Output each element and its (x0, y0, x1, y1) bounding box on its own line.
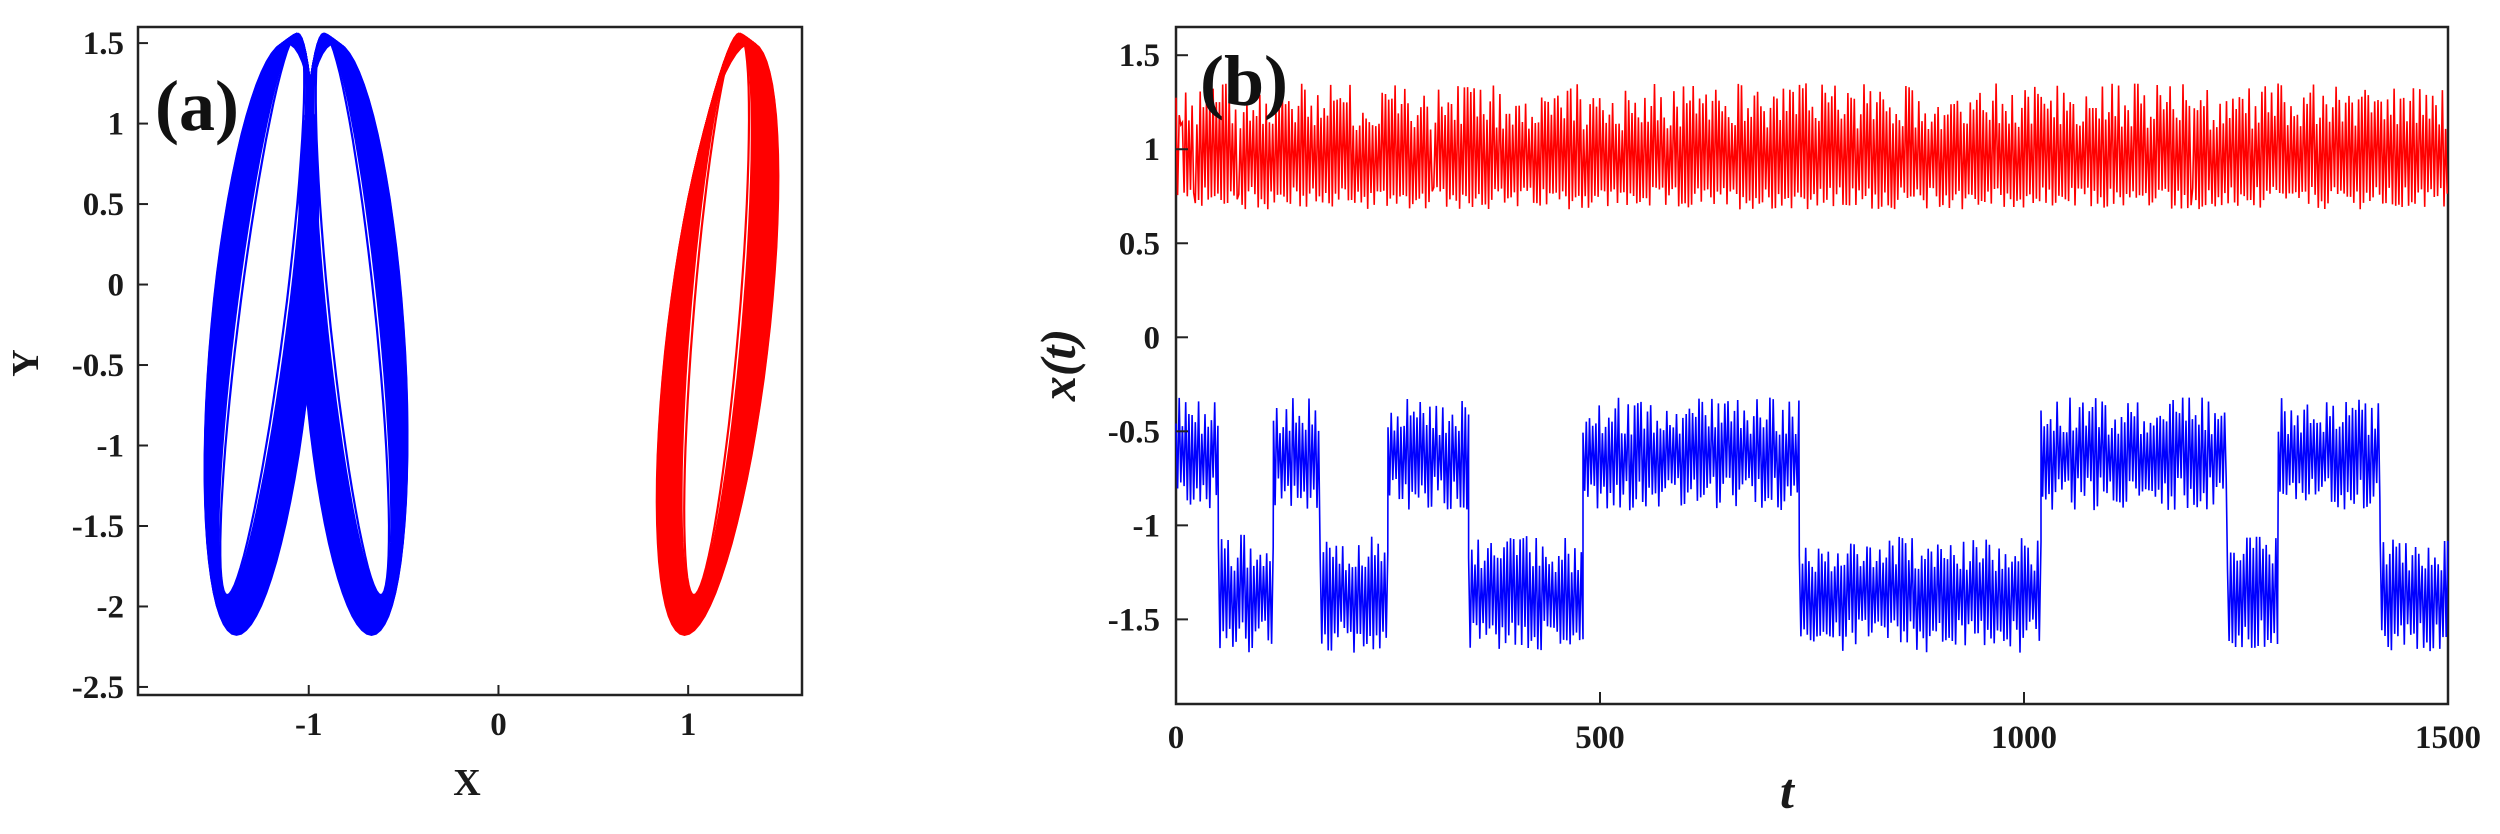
panel-b-x-tick-label: 500 (1575, 720, 1625, 756)
blue-attractor-right-lobe (298, 32, 409, 636)
panel-a-y-tick-label: 0 (108, 268, 125, 304)
blue-attractor-right-lobe-loop (298, 41, 409, 636)
panel-a-y-axis-label: Y (5, 349, 47, 376)
panel-b-y-tick-label: -1.5 (1108, 602, 1160, 638)
panel-b-x-tick-label: 1000 (1991, 720, 2057, 756)
red-attractor (655, 32, 780, 636)
panel-a-phase-portrait: -1 0 1 1.5 1 0.5 0 -0.5 -1 -1.5 -2 -2.5 (a) X Y (5, 25, 804, 804)
panel-b-y-tick-label: 1.5 (1119, 38, 1160, 74)
panel-b-y-tick-label: -1 (1133, 508, 1161, 544)
panel-b-y-tick-label: 1 (1144, 132, 1161, 168)
panel-a-y-tick-label: -1.5 (72, 509, 124, 545)
panel-b-y-tick-label: 0 (1144, 320, 1161, 356)
panel-a-y-tick-label: 0.5 (83, 187, 124, 223)
panel-a-y-tick-label: -1 (97, 429, 125, 465)
panel-b-label: (b) (1200, 41, 1288, 121)
panel-a-x-axis-label: X (453, 762, 480, 804)
panel-a-x-tick-label: 1 (680, 707, 697, 743)
panel-a-frame (136, 25, 804, 697)
panel-a-y-tick-label: -0.5 (72, 348, 124, 384)
panel-b-x-tick-label: 0 (1168, 720, 1185, 756)
panel-b-x-tick-label: 1500 (2415, 720, 2481, 756)
red-attractor-loop (655, 41, 780, 636)
panel-b-y-tick-label: -0.5 (1108, 414, 1160, 450)
panel-b-time-series: 0 500 1000 1500 1.5 1 0.5 0 -0.5 -1 -1.5 (b) t x(t… (1030, 25, 2481, 819)
panel-a-y-tick-label: 1.5 (83, 26, 124, 62)
panel-a-x-tick-label: 0 (490, 707, 507, 743)
panel-b-frame (1174, 25, 2450, 706)
series-blue-line (1175, 397, 2449, 653)
panel-a-y-tick-label: 1 (108, 107, 125, 143)
panel-a-y-tick-label: -2.5 (72, 670, 124, 706)
panel-b-x-axis-label: t (1780, 763, 1796, 819)
panel-b-y-axis-label: x(t) (1030, 329, 1086, 402)
panel-a-y-tick-label: -2 (97, 589, 125, 625)
panel-a-label: (a) (155, 66, 239, 146)
panel-a-x-tick-label: -1 (295, 707, 323, 743)
series-red-line (1175, 83, 2448, 210)
panel-b-y-tick-label: 0.5 (1119, 226, 1160, 262)
blue-attractor-left-lobe-loop (203, 41, 320, 636)
